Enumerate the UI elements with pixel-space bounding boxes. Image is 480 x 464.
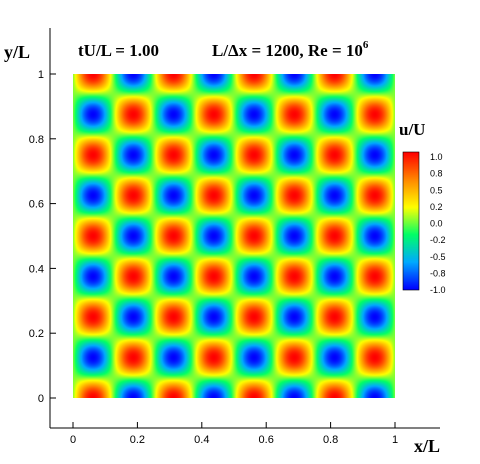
y-tick-label: 0.8	[29, 134, 44, 146]
colorbar-tick-label: 0.0	[430, 219, 443, 229]
colorbar-tick-label: -0.2	[430, 235, 446, 245]
x-tick-label: 1	[392, 434, 398, 446]
heatmap-field	[73, 74, 395, 398]
colorbar-ticks: 1.0 0.8 0.5 0.2 0.0 -0.2 -0.5 -0.8 -1.0	[430, 152, 446, 295]
y-tick-label: 0.4	[29, 263, 44, 275]
title-time: tU/L = 1.00	[78, 41, 159, 60]
y-tick-label: 0	[38, 393, 44, 405]
y-tick-label: 0.6	[29, 199, 44, 211]
x-tick-label: 0.2	[130, 434, 145, 446]
colorbar-tick-label: 0.2	[430, 202, 443, 212]
x-ticks: 0 0.2 0.4 0.6 0.8 1	[70, 422, 398, 446]
colorbar	[403, 152, 419, 290]
x-tick-label: 0.6	[259, 434, 274, 446]
x-tick-label: 0.8	[323, 434, 338, 446]
title-params: L/Δx = 1200, Re = 106	[212, 39, 369, 60]
x-axis-label: x/L	[414, 436, 440, 456]
colorbar-label: u/U	[399, 120, 425, 139]
x-tick-label: 0	[70, 434, 76, 446]
title-params-text: L/Δx = 1200, Re = 10	[212, 41, 363, 60]
y-tick-label: 1	[38, 69, 44, 81]
colorbar-frame	[402, 151, 420, 291]
y-tick-label: 0.2	[29, 328, 44, 340]
colorbar-tick-label: 1.0	[430, 152, 443, 162]
colorbar-tick-label: 0.8	[430, 169, 443, 179]
y-axis-label: y/L	[4, 42, 30, 62]
colorbar-tick-label: -1.0	[430, 285, 446, 295]
colorbar-tick-label: -0.8	[430, 268, 446, 278]
colorbar-tick-label: -0.5	[430, 252, 446, 262]
y-ticks: 0 0.2 0.4 0.6 0.8 1	[29, 69, 56, 405]
x-tick-label: 0.4	[194, 434, 209, 446]
title-params-exponent: 6	[363, 39, 369, 51]
colorbar-tick-label: 0.5	[430, 185, 443, 195]
